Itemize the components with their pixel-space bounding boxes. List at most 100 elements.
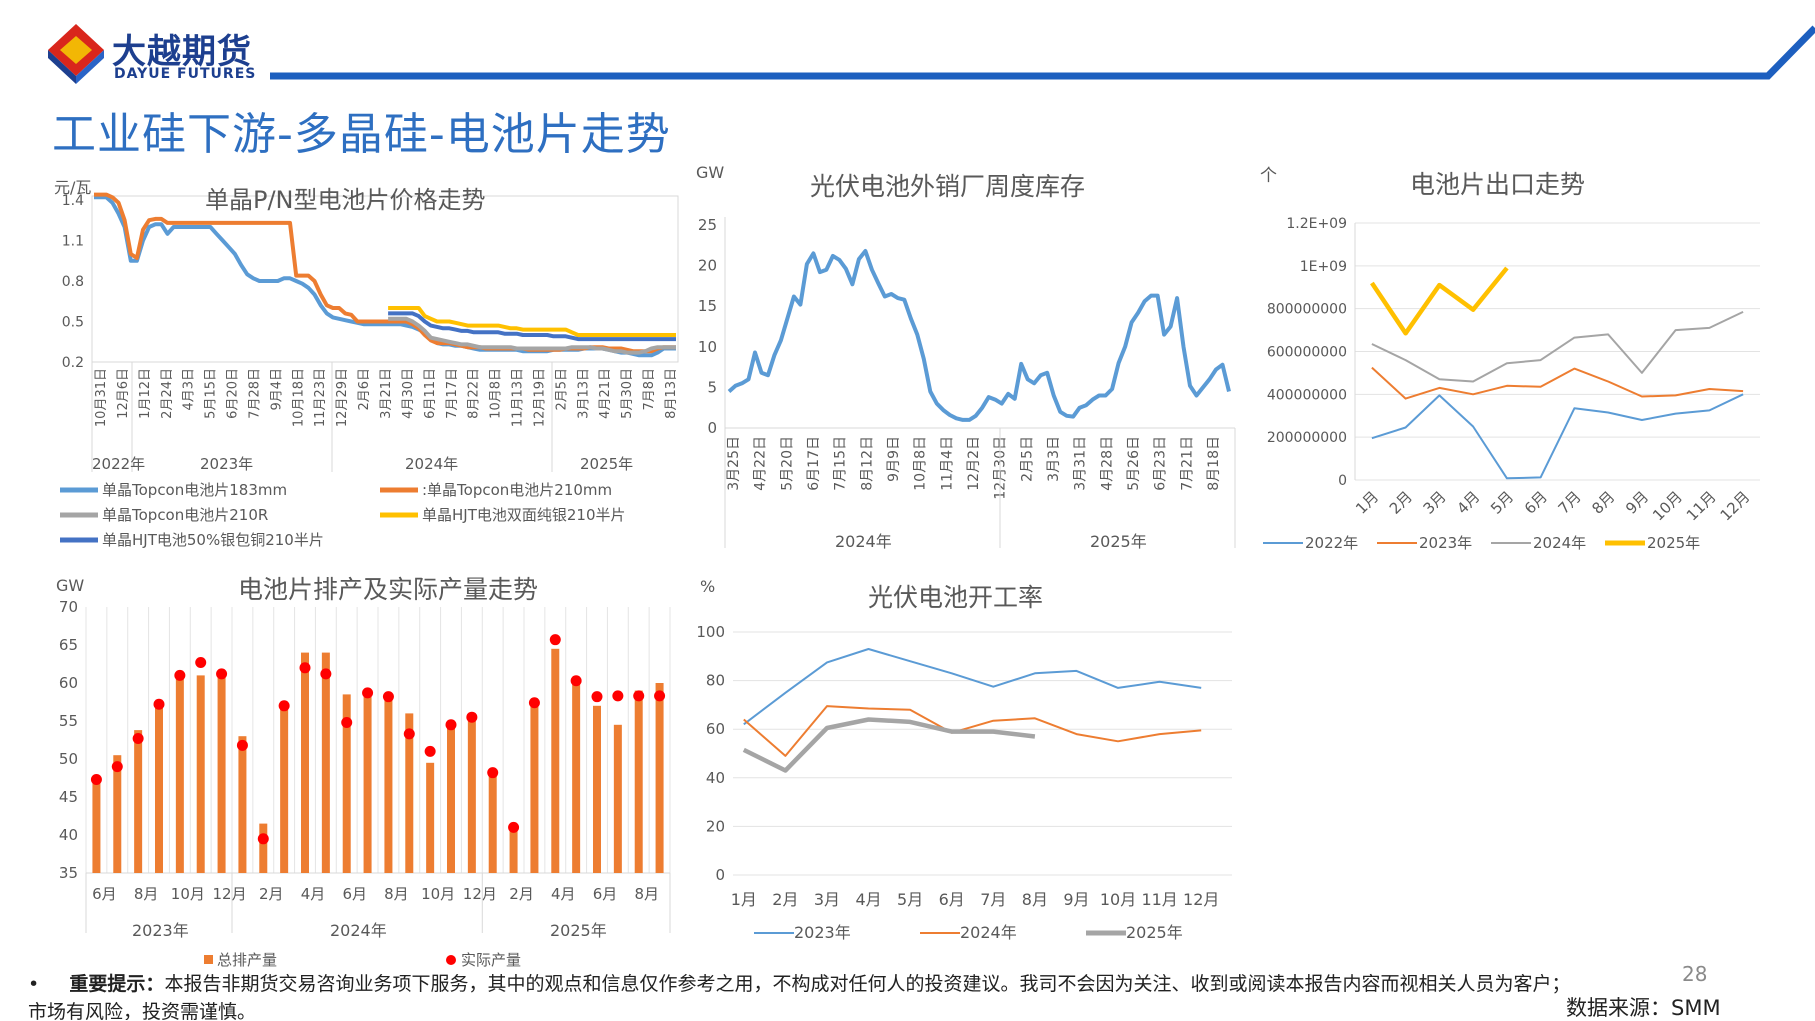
bar (259, 823, 268, 873)
bar (196, 675, 205, 873)
inv-y-tick: 25 (698, 216, 717, 234)
dot (654, 690, 666, 702)
x-tick-label: 7月 (1555, 488, 1585, 518)
x-tick-group: 5月20日 (779, 436, 795, 491)
x-tick-label: 8月 (134, 885, 159, 903)
series-line-1 (743, 705, 1202, 757)
dot (299, 662, 311, 674)
bar (321, 652, 330, 873)
year-label: 2022年 (92, 455, 145, 473)
prod-y-tick: 50 (59, 750, 78, 768)
price-y-tick: 1.4 (62, 193, 84, 209)
price-y-tick: 0.8 (62, 274, 84, 290)
x-tick-label: 12月19日 (532, 368, 547, 427)
dot (570, 675, 582, 687)
exp-y-tick: 200000000 (1267, 430, 1347, 446)
dot (403, 728, 415, 740)
x-tick-label: 12月6日 (116, 368, 131, 419)
util-y-tick: 0 (715, 866, 725, 884)
x-tick-label: 11月4日 (939, 436, 955, 491)
header-band (270, 25, 1815, 80)
series-line-1 (94, 192, 676, 354)
x-tick-group: 10月18日 (291, 368, 306, 427)
x-tick-group: 4月28日 (1099, 436, 1115, 491)
x-tick-label: 6月 (939, 890, 965, 909)
disclaimer-label: 重要提示： (69, 973, 165, 995)
x-tick-label: 4月28日 (1099, 436, 1115, 491)
legend-label: 2025年 (1647, 534, 1700, 552)
x-tick-group: 12月 (1717, 488, 1754, 525)
bar (363, 694, 372, 873)
prod-y-tick: 70 (59, 598, 78, 616)
x-tick-group: 8月13日 (664, 368, 679, 419)
series-line-1 (1371, 366, 1744, 400)
x-tick-group: 1月 (1352, 488, 1382, 518)
exp-y-tick: 1E+09 (1300, 259, 1347, 275)
bar (280, 705, 289, 873)
x-tick-group: 8月 (1588, 488, 1618, 518)
bar (384, 698, 393, 873)
bar (655, 683, 664, 873)
x-tick-label: 4月3日 (182, 368, 197, 411)
x-tick-group: 12月2日 (966, 436, 982, 491)
x-tick-label: 12月30日 (993, 436, 1009, 500)
x-tick-label: 7月28日 (247, 368, 262, 419)
x-tick-group: 1月12日 (138, 368, 153, 419)
dot (195, 656, 207, 668)
company-logo (46, 22, 286, 92)
bar (447, 724, 455, 873)
x-tick-group: 9月 (1622, 488, 1652, 518)
x-tick-group: 2月24日 (160, 368, 175, 419)
data-source: 数据来源：SMM (1566, 996, 1721, 1020)
x-tick-group: 5月 (1487, 488, 1517, 518)
legend-label: :单晶Topcon电池片210mm (422, 481, 612, 499)
x-tick-group: 10月8日 (913, 436, 929, 491)
x-tick-label: 3月 (1420, 488, 1450, 518)
dot (445, 719, 457, 731)
x-tick-group: 8月18日 (1206, 436, 1222, 491)
x-tick-label: 10月31日 (94, 368, 109, 427)
util-y-tick: 20 (706, 817, 725, 835)
x-tick-label: 1月12日 (138, 368, 153, 419)
series-line-4 (388, 311, 676, 342)
x-tick-group: 4月 (1453, 488, 1483, 518)
x-tick-label: 10月8日 (489, 368, 504, 419)
x-tick-label: 7月 (980, 890, 1006, 909)
x-tick-label: 10月 (1100, 890, 1136, 909)
x-tick-label: 4月22日 (753, 436, 769, 491)
dot (382, 691, 394, 703)
prod-y-tick: 55 (59, 712, 78, 730)
x-tick-label: 10月8日 (913, 436, 929, 491)
dot (257, 833, 269, 845)
bar (634, 690, 643, 873)
x-tick-group: 2月 (1386, 488, 1416, 518)
x-tick-group: 2月6日 (357, 368, 372, 411)
dot (508, 821, 520, 833)
x-tick-label: 8月18日 (1206, 436, 1222, 491)
x-tick-group: 7月8日 (642, 368, 657, 411)
x-tick-group: 6月11日 (423, 368, 438, 419)
x-tick-label: 3月3日 (1046, 436, 1062, 482)
x-tick-label: 11月 (1683, 488, 1720, 525)
x-tick-label: 1月 (731, 890, 757, 909)
legend-label: 总排产量 (217, 951, 277, 969)
x-tick-group: 7月15日 (833, 436, 849, 491)
dot (90, 774, 102, 786)
series-line-0 (743, 648, 1202, 726)
x-tick-label: 8月 (384, 885, 409, 903)
plot-area (91, 195, 679, 363)
price-y-tick: 0.2 (62, 355, 84, 371)
logo-emblem-icon (48, 24, 104, 84)
x-tick-label: 5月20日 (779, 436, 795, 491)
x-tick-label: 6月11日 (423, 368, 438, 419)
x-tick-label: 3月21日 (379, 368, 394, 419)
legend-label: 2025年 (1126, 923, 1183, 942)
inv-y-tick: 20 (698, 257, 717, 275)
x-tick-group: 12月6日 (116, 368, 131, 419)
x-tick-group: 12月29日 (335, 368, 350, 427)
dot (549, 634, 561, 646)
x-tick-label: 11月23日 (313, 368, 328, 427)
x-tick-label: 12月 (213, 885, 247, 903)
bar (551, 648, 560, 873)
x-tick-label: 3月25日 (726, 436, 742, 491)
